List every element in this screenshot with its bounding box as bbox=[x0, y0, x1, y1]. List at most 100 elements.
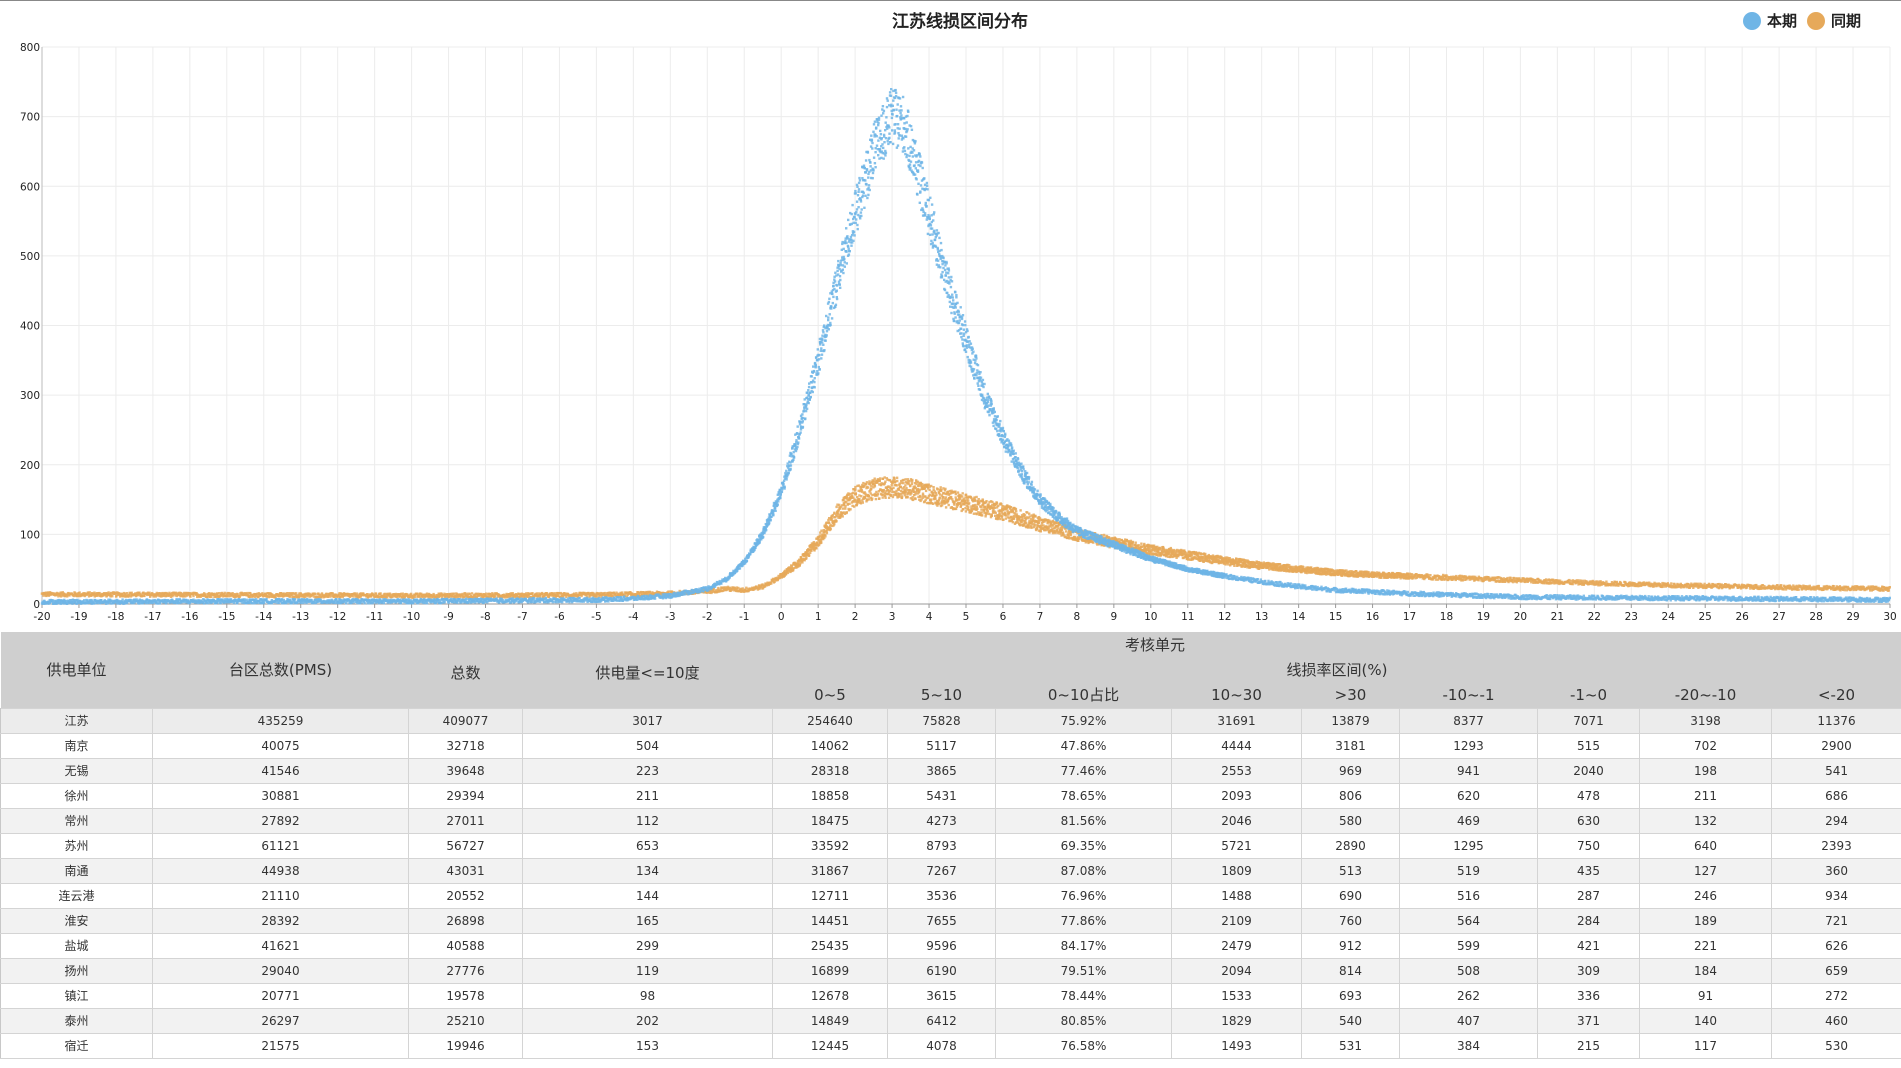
scatter-point bbox=[214, 592, 217, 596]
scatter-point bbox=[932, 486, 935, 489]
scatter-point bbox=[715, 589, 718, 592]
scatter-point bbox=[1073, 535, 1076, 539]
scatter-point bbox=[1106, 535, 1109, 539]
scatter-point bbox=[966, 507, 970, 510]
scatter-point bbox=[711, 588, 715, 592]
scatter-point bbox=[898, 482, 901, 485]
scatter-point bbox=[1218, 561, 1222, 564]
scatter-point bbox=[937, 491, 941, 495]
scatter-point bbox=[1225, 562, 1228, 565]
scatter-point bbox=[1414, 577, 1417, 580]
scatter-point bbox=[952, 507, 955, 510]
scatter-point bbox=[1502, 577, 1505, 580]
scatter-point bbox=[61, 591, 64, 594]
x-tick-label: 19 bbox=[1477, 611, 1490, 623]
scatter-point bbox=[894, 491, 897, 494]
scatter-point bbox=[848, 498, 851, 501]
scatter-point bbox=[1465, 578, 1468, 581]
scatter-point bbox=[1272, 567, 1276, 570]
scatter-point bbox=[981, 514, 984, 517]
scatter-point bbox=[913, 482, 917, 485]
scatter-point bbox=[870, 487, 873, 491]
scatter-point bbox=[531, 592, 534, 595]
scatter-point bbox=[1174, 551, 1177, 554]
x-tick-label: -20 bbox=[33, 611, 50, 623]
scatter-point bbox=[148, 591, 151, 594]
scatter-point bbox=[1176, 548, 1179, 552]
scatter-point bbox=[947, 503, 950, 507]
scatter-point bbox=[735, 586, 739, 589]
scatter-point bbox=[963, 503, 966, 506]
scatter-point bbox=[708, 591, 711, 594]
scatter-point bbox=[841, 507, 845, 510]
scatter-point bbox=[963, 501, 967, 505]
scatter-point bbox=[843, 500, 847, 503]
scatter-point bbox=[716, 590, 719, 593]
scatter-point bbox=[938, 496, 942, 499]
scatter-point bbox=[1258, 563, 1261, 566]
scatter-point bbox=[164, 592, 167, 595]
scatter-point bbox=[1415, 573, 1418, 576]
scatter-point bbox=[646, 592, 649, 596]
scatter-point bbox=[88, 591, 91, 594]
scatter-point bbox=[1160, 552, 1164, 556]
scatter-point bbox=[916, 489, 919, 492]
scatter-point bbox=[227, 595, 231, 598]
scatter-point bbox=[881, 477, 885, 480]
scatter-point bbox=[1175, 556, 1178, 559]
scatter-point bbox=[801, 561, 804, 564]
scatter-point bbox=[248, 595, 252, 598]
scatter-point bbox=[1473, 578, 1477, 582]
scatter-point bbox=[839, 516, 842, 519]
scatter-point bbox=[1278, 569, 1281, 572]
scatter-point bbox=[1022, 522, 1025, 526]
scatter-point bbox=[1480, 577, 1484, 580]
scatter-point bbox=[799, 562, 802, 565]
scatter-point bbox=[1077, 537, 1080, 540]
scatter-point bbox=[1455, 574, 1458, 578]
scatter-point bbox=[372, 593, 375, 597]
scatter-point bbox=[1068, 529, 1071, 532]
scatter-point bbox=[1421, 577, 1424, 580]
scatter-point bbox=[355, 592, 359, 595]
scatter-point bbox=[830, 518, 833, 521]
scatter-point bbox=[1060, 525, 1064, 528]
scatter-point bbox=[861, 490, 864, 493]
scatter-point bbox=[888, 478, 891, 482]
scatter-point bbox=[956, 491, 960, 494]
scatter-point bbox=[897, 487, 901, 490]
scatter-point bbox=[410, 592, 413, 596]
scatter-point bbox=[252, 595, 255, 598]
scatter-point bbox=[1057, 527, 1060, 530]
scatter-point bbox=[440, 592, 443, 595]
scatter-point bbox=[1020, 514, 1024, 517]
scatter-point bbox=[291, 592, 295, 595]
scatter-point bbox=[965, 499, 968, 502]
x-tick-label: 23 bbox=[1625, 611, 1638, 623]
scatter-point bbox=[1010, 515, 1013, 519]
scatter-point bbox=[98, 592, 101, 595]
scatter-point bbox=[425, 592, 429, 595]
scatter-point bbox=[1345, 569, 1348, 572]
scatter-point bbox=[961, 495, 964, 498]
scatter-point bbox=[1233, 564, 1236, 567]
scatter-point bbox=[867, 486, 870, 489]
scatter-point bbox=[926, 485, 929, 488]
scatter-point bbox=[1058, 532, 1061, 535]
scatter-point bbox=[986, 507, 989, 511]
scatter-point bbox=[920, 498, 923, 501]
scatter-point bbox=[1436, 578, 1440, 581]
scatter-point bbox=[1000, 511, 1004, 514]
scatter-point bbox=[184, 592, 188, 595]
scatter-point bbox=[864, 482, 868, 485]
scatter-point bbox=[841, 515, 844, 518]
scatter-point bbox=[817, 537, 820, 540]
scatter-point bbox=[170, 591, 174, 595]
scatter-point bbox=[419, 595, 422, 599]
scatter-point bbox=[357, 595, 361, 598]
scatter-point bbox=[932, 491, 935, 495]
scatter-point bbox=[1028, 515, 1031, 518]
scatter-point bbox=[818, 534, 821, 537]
scatter-point bbox=[853, 505, 856, 508]
scatter-point bbox=[831, 513, 835, 517]
